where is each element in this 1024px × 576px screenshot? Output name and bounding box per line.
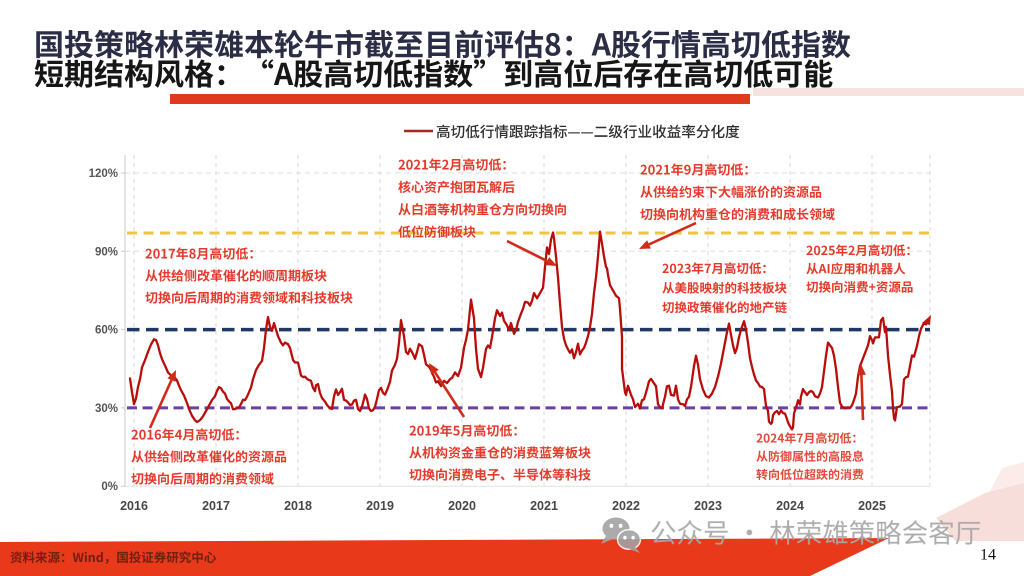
svg-text:2016: 2016 <box>120 499 148 513</box>
svg-text:0%: 0% <box>101 481 118 493</box>
svg-text:120%: 120% <box>89 168 118 180</box>
svg-text:2022: 2022 <box>612 499 640 513</box>
svg-text:2019: 2019 <box>366 499 394 513</box>
svg-text:2018: 2018 <box>284 499 312 513</box>
svg-text:14: 14 <box>980 547 996 564</box>
svg-text:2020: 2020 <box>448 499 476 513</box>
svg-text:2021: 2021 <box>530 499 558 513</box>
svg-text:2025: 2025 <box>858 499 886 513</box>
svg-text:2017: 2017 <box>202 499 230 513</box>
svg-text:2023: 2023 <box>694 499 722 513</box>
svg-text:90%: 90% <box>95 246 118 258</box>
svg-text:60%: 60% <box>95 325 118 337</box>
svg-text:2024: 2024 <box>776 499 804 513</box>
svg-text:30%: 30% <box>95 403 118 415</box>
